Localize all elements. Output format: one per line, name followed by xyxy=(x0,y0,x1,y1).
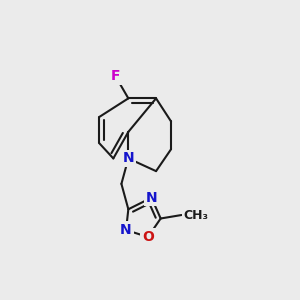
Text: CH₃: CH₃ xyxy=(183,208,208,221)
Text: N: N xyxy=(122,152,134,165)
Text: N: N xyxy=(120,223,132,237)
Text: F: F xyxy=(111,69,120,83)
Text: N: N xyxy=(146,191,157,205)
Text: O: O xyxy=(142,230,154,244)
